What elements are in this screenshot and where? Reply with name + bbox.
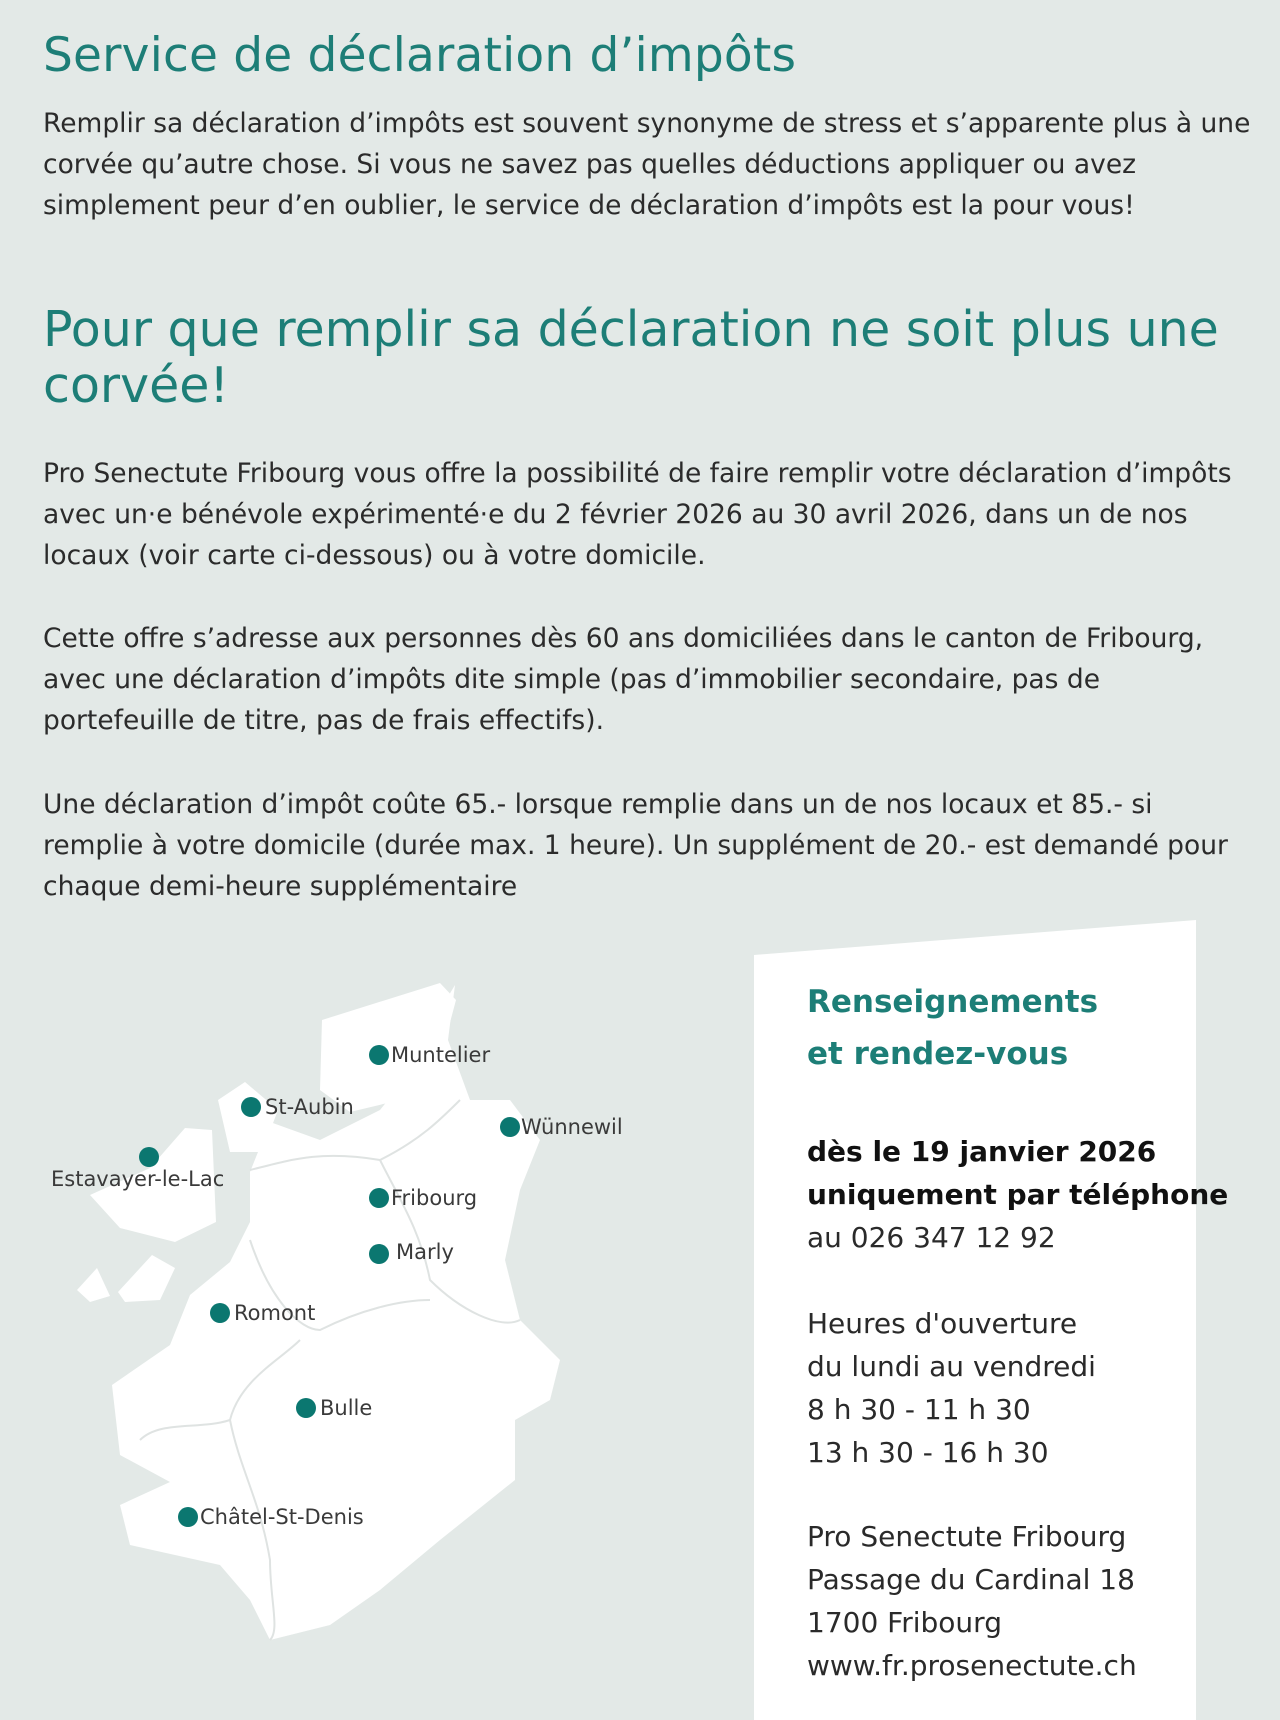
opening-hours: Heures d'ouverture du lundi au vendredi … — [807, 1302, 1096, 1474]
offer-paragraph: Pro Senectute Fribourg vous offre la pos… — [43, 453, 1243, 576]
canton-shape — [77, 983, 560, 1640]
label-wunnewil: Wünnewil — [521, 1115, 623, 1139]
contact-box — [754, 920, 1196, 1720]
text-line: Cette offre s’adresse aux personnes dès … — [43, 623, 1204, 654]
marker-estavayer[interactable] — [139, 1147, 159, 1167]
text-line: corvée qu’autre chose. Si vous ne savez … — [43, 149, 1137, 180]
marker-st-aubin[interactable] — [241, 1097, 261, 1117]
hours-line: 13 h 30 - 16 h 30 — [807, 1436, 1049, 1469]
label-st-aubin: St-Aubin — [265, 1095, 354, 1119]
contact-heading: Renseignements et rendez-vous — [807, 976, 1098, 1080]
phone-number[interactable]: au 026 347 12 92 — [807, 1221, 1056, 1254]
booking-method: uniquement par téléphone — [807, 1178, 1229, 1211]
page-title: Service de déclaration d’impôts — [43, 28, 797, 83]
marker-bulle[interactable] — [296, 1398, 316, 1418]
text-line: remplie à votre domicile (durée max. 1 h… — [43, 830, 1228, 861]
marker-marly[interactable] — [369, 1244, 389, 1264]
address-line: Passage du Cardinal 18 — [807, 1563, 1135, 1596]
marker-wunnewil[interactable] — [500, 1117, 520, 1137]
heading-line: Renseignements — [807, 984, 1099, 1020]
eligibility-paragraph: Cette offre s’adresse aux personnes dès … — [43, 618, 1243, 741]
text-line: simplement peur d’en oublier, le service… — [43, 190, 1135, 221]
address-line: 1700 Fribourg — [807, 1606, 1002, 1639]
label-estavayer: Estavayer-le-Lac — [51, 1167, 224, 1191]
district-borders — [139, 1099, 521, 1641]
marker-chatel-st-denis[interactable] — [178, 1507, 198, 1527]
text-line: Remplir sa déclaration d’impôts est souv… — [43, 108, 1251, 139]
address-line: Pro Senectute Fribourg — [807, 1520, 1127, 1553]
location-markers: Muntelier St-Aubin Wünnewil Estavayer-le… — [51, 1043, 623, 1529]
hours-line: du lundi au vendredi — [807, 1350, 1096, 1383]
text-line: avec une déclaration d’impôts dite simpl… — [43, 664, 1101, 695]
booking-info: dès le 19 janvier 2026 uniquement par té… — [807, 1130, 1228, 1259]
text-line: Pro Senectute Fribourg vous offre la pos… — [43, 458, 1232, 489]
marker-muntelier[interactable] — [369, 1045, 389, 1065]
hours-line: Heures d'ouverture — [807, 1307, 1078, 1340]
address-block: Pro Senectute Fribourg Passage du Cardin… — [807, 1515, 1137, 1687]
label-marly: Marly — [396, 1240, 454, 1264]
heading-line: et rendez-vous — [807, 1036, 1069, 1072]
marker-fribourg[interactable] — [369, 1188, 389, 1208]
label-muntelier: Muntelier — [391, 1043, 490, 1067]
pricing-paragraph: Une déclaration d’impôt coûte 65.- lorsq… — [43, 784, 1243, 907]
hours-line: 8 h 30 - 11 h 30 — [807, 1393, 1031, 1426]
label-fribourg: Fribourg — [391, 1186, 477, 1210]
label-chatel-st-denis: Châtel-St-Denis — [200, 1505, 364, 1529]
text-line: Une déclaration d’impôt coûte 65.- lorsq… — [43, 789, 1153, 820]
label-romont: Romont — [234, 1301, 315, 1325]
label-bulle: Bulle — [320, 1396, 372, 1420]
intro-paragraph: Remplir sa déclaration d’impôts est souv… — [43, 103, 1251, 226]
text-line: avec un·e bénévole expérimenté·e du 2 fé… — [43, 499, 1188, 530]
text-line: portefeuille de titre, pas de frais effe… — [43, 705, 605, 736]
section-heading: Pour que remplir sa déclaration ne soit … — [43, 301, 1219, 414]
text-line: chaque demi-heure supplémentaire — [43, 871, 518, 902]
website-link[interactable]: www.fr.prosenectute.ch — [807, 1649, 1137, 1682]
marker-romont[interactable] — [210, 1303, 230, 1323]
booking-date: dès le 19 janvier 2026 — [807, 1135, 1157, 1168]
text-line: locaux (voir carte ci-dessous) ou à votr… — [43, 540, 706, 571]
canton-map: Muntelier St-Aubin Wünnewil Estavayer-le… — [51, 983, 623, 1641]
